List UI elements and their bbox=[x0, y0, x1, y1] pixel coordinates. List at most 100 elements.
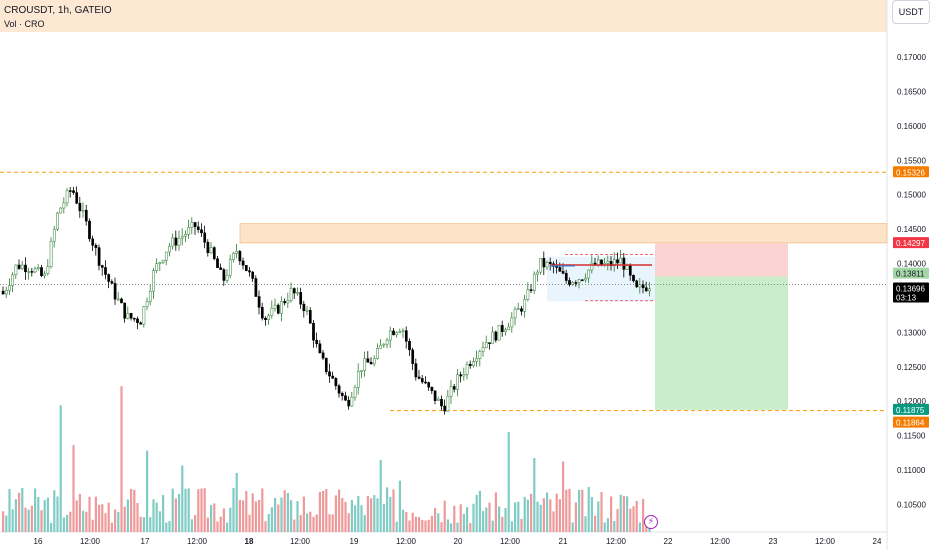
volume-bar bbox=[178, 493, 181, 532]
candle-body bbox=[152, 270, 155, 292]
volume-bar bbox=[370, 498, 373, 532]
candle-body bbox=[584, 277, 587, 281]
candle-body bbox=[376, 347, 379, 359]
volume-bar bbox=[62, 517, 65, 532]
candle-body bbox=[321, 352, 325, 359]
candle-body bbox=[299, 292, 303, 305]
candle-body bbox=[126, 313, 130, 319]
volume-bar bbox=[229, 507, 232, 532]
candle-body bbox=[382, 343, 386, 346]
candle-body bbox=[632, 275, 635, 282]
candle-body bbox=[475, 358, 479, 362]
candle-body bbox=[446, 395, 450, 412]
volume-bar bbox=[267, 513, 270, 532]
candle-body bbox=[196, 226, 200, 230]
volume-bar bbox=[587, 486, 590, 532]
volume-bar bbox=[574, 502, 577, 532]
volume-bar bbox=[405, 512, 408, 532]
candle-body bbox=[94, 245, 98, 248]
candle-body bbox=[212, 247, 216, 259]
candle-body bbox=[43, 273, 47, 276]
candle-body bbox=[619, 257, 623, 264]
x-tick-label: 12:00 bbox=[606, 537, 627, 546]
volume-bar bbox=[200, 488, 203, 532]
candle-body bbox=[190, 222, 194, 228]
candle-body bbox=[270, 307, 274, 316]
volume-bar bbox=[290, 500, 293, 532]
candle-body bbox=[609, 261, 613, 266]
x-tick-label: 22 bbox=[664, 537, 673, 546]
volume-bar bbox=[357, 495, 360, 532]
volume-bar bbox=[610, 496, 613, 532]
volume-bar bbox=[475, 494, 478, 532]
volume-bar bbox=[536, 501, 539, 532]
candle-body bbox=[257, 296, 261, 308]
candle-body bbox=[24, 264, 27, 273]
candle-body bbox=[443, 405, 447, 412]
volume-bar bbox=[296, 501, 299, 532]
candle-body bbox=[545, 262, 549, 268]
volume-bar bbox=[459, 504, 462, 532]
price-tag-light-green bbox=[893, 267, 929, 279]
candle-body bbox=[641, 284, 645, 289]
y-tick-label: 0.12500 bbox=[897, 363, 926, 372]
volume-bar bbox=[373, 495, 376, 532]
volume-bar bbox=[130, 488, 133, 532]
volume-bar bbox=[94, 496, 97, 532]
candle-body bbox=[193, 222, 197, 228]
candle-body bbox=[577, 279, 581, 283]
candle-body bbox=[142, 306, 146, 325]
candle-body bbox=[331, 375, 335, 379]
candle-body bbox=[174, 237, 178, 246]
y-tick-label: 0.10500 bbox=[897, 500, 926, 509]
candle-body bbox=[155, 263, 159, 271]
candle-body bbox=[497, 325, 501, 341]
candle-body bbox=[523, 299, 527, 312]
candle-body bbox=[500, 325, 504, 332]
volume-bar bbox=[331, 514, 334, 532]
candle-body bbox=[30, 271, 34, 273]
price-tag-label: 0.13696 bbox=[896, 284, 925, 293]
y-tick-label: 0.16000 bbox=[897, 122, 926, 131]
candle-body bbox=[392, 330, 395, 336]
candle-body bbox=[81, 209, 85, 212]
candle-body bbox=[452, 386, 456, 390]
volume-bar bbox=[546, 492, 549, 532]
volume-bar bbox=[421, 519, 424, 532]
x-tick-label: 23 bbox=[769, 537, 778, 546]
candle-body bbox=[366, 358, 370, 363]
candle-body bbox=[65, 190, 69, 204]
volume-bar bbox=[126, 499, 129, 532]
candle-body bbox=[40, 267, 43, 276]
candle-body bbox=[283, 301, 287, 304]
x-tick-label: 12:00 bbox=[396, 537, 417, 546]
volume-bar bbox=[315, 514, 318, 532]
candle-body bbox=[328, 371, 331, 377]
candle-body bbox=[251, 271, 255, 279]
volume-bar bbox=[427, 519, 430, 532]
candle-body bbox=[168, 245, 171, 253]
volume-bar bbox=[245, 490, 248, 532]
candle-body bbox=[478, 351, 482, 359]
candle-body bbox=[564, 273, 568, 281]
price-tag-orange bbox=[893, 416, 929, 428]
volume-bar bbox=[114, 509, 117, 532]
candle-body bbox=[494, 331, 498, 341]
candle-body bbox=[337, 385, 341, 394]
currency-button[interactable]: USDT bbox=[892, 0, 930, 24]
candle-body bbox=[116, 298, 120, 301]
volume-bar bbox=[43, 500, 46, 532]
volume-bar bbox=[613, 521, 616, 532]
volume-bar bbox=[414, 516, 417, 532]
volume-bar bbox=[210, 505, 213, 532]
volume-bar bbox=[552, 511, 555, 532]
candle-body bbox=[84, 209, 88, 222]
price-tag-red bbox=[893, 237, 929, 249]
y-tick-label: 0.16500 bbox=[897, 88, 926, 97]
stop-zone bbox=[655, 243, 788, 277]
lightning-icon[interactable]: ⚡ bbox=[644, 515, 658, 529]
candle-body bbox=[625, 265, 629, 270]
volume-bar bbox=[82, 510, 85, 532]
candle-body bbox=[161, 260, 165, 263]
